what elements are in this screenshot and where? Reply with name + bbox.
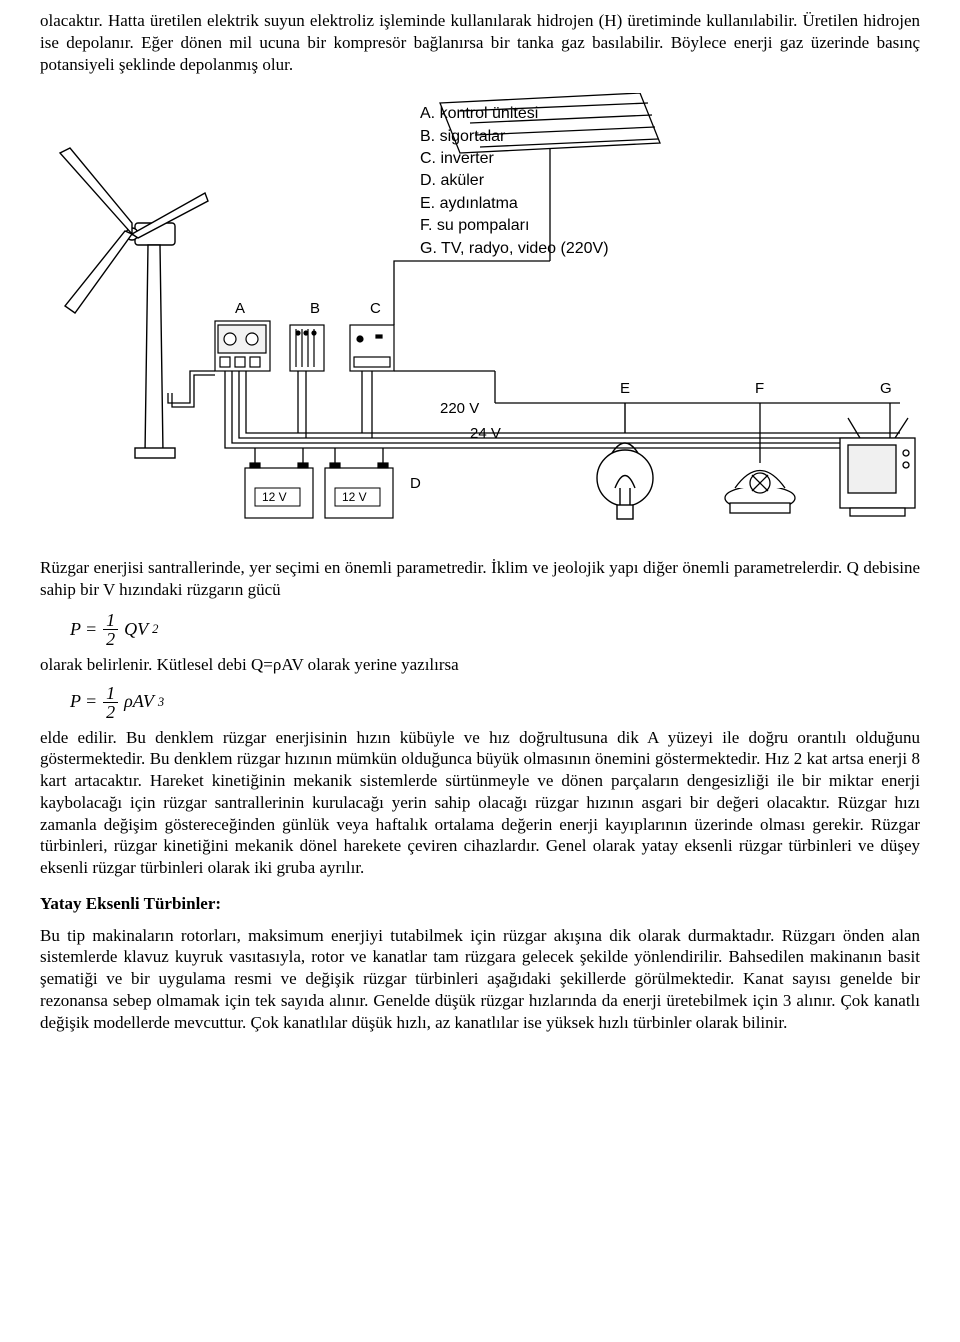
svg-text:12 V: 12 V <box>342 490 367 504</box>
svg-text:24 V: 24 V <box>470 425 501 442</box>
legend-item-b: B. sigortalar <box>420 126 609 148</box>
legend-item-e: E. aydınlatma <box>420 193 609 215</box>
svg-text:A: A <box>235 300 245 317</box>
formula-power-qv: P = 1 2 QV2 <box>70 611 920 648</box>
section-title-horizontal: Yatay Eksenli Türbinler: <box>40 893 920 915</box>
svg-text:D: D <box>410 475 421 492</box>
legend-item-g: G. TV, radyo, video (220V) <box>420 238 609 260</box>
paragraph-cube: elde edilir. Bu denklem rüzgar enerjisin… <box>40 727 920 879</box>
paragraph-horizontal-body: Bu tip makinaların rotorları, maksimum e… <box>40 925 920 1034</box>
wind-system-diagram: A. kontrol ünitesi B. sigortalar C. inve… <box>40 93 920 543</box>
legend-item-f: F. su pompaları <box>420 215 609 237</box>
diagram-legend: A. kontrol ünitesi B. sigortalar C. inve… <box>420 103 609 260</box>
formula2-term: ρAV <box>124 690 154 713</box>
svg-text:E: E <box>620 380 630 397</box>
fraction-half-2: 1 2 <box>103 684 118 721</box>
svg-text:12 V: 12 V <box>262 490 287 504</box>
formula2-lhs: P <box>70 690 81 713</box>
formula-power-rho: P = 1 2 ρAV3 <box>70 684 920 721</box>
legend-item-a: A. kontrol ünitesi <box>420 103 609 125</box>
paragraph-intro: olacaktır. Hatta üretilen elektrik suyun… <box>40 10 920 75</box>
formula-term: QV <box>124 618 148 641</box>
svg-text:G: G <box>880 380 892 397</box>
fraction-half: 1 2 <box>103 611 118 648</box>
paragraph-substitute: olarak belirlenir. Kütlesel debi Q=ρAV o… <box>40 654 920 676</box>
svg-text:C: C <box>370 300 381 317</box>
formula2-exp: 3 <box>158 694 164 710</box>
paragraph-location: Rüzgar enerjisi santrallerinde, yer seçi… <box>40 557 920 601</box>
legend-item-c: C. inverter <box>420 148 609 170</box>
formula-lhs: P <box>70 618 81 641</box>
svg-text:220 V: 220 V <box>440 400 479 417</box>
legend-item-d: D. aküler <box>420 170 609 192</box>
svg-text:F: F <box>755 380 764 397</box>
svg-text:B: B <box>310 300 320 317</box>
formula-exp: 2 <box>152 621 158 637</box>
